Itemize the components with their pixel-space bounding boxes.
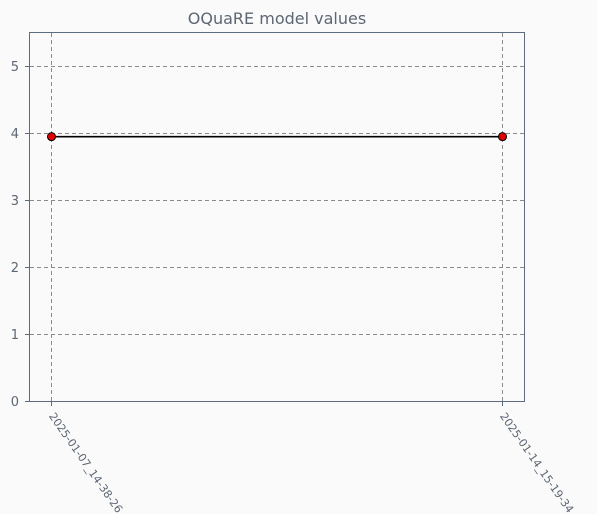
data-point: [47, 132, 56, 142]
data-point: [498, 132, 507, 142]
plot-frame: [29, 32, 525, 402]
y-tick-label: 2: [11, 261, 19, 276]
series-layer: [47, 132, 507, 142]
chart-title: OQuaRE model values: [188, 9, 366, 28]
x-tick-label: 2025-01-14_15-19-34: [497, 410, 576, 514]
y-tick-label: 5: [11, 60, 19, 75]
x-axis: 2025-01-07_14-38-26 2025-01-14_15-19-34: [46, 401, 576, 514]
y-axis: 0 1 2 3 4 5: [11, 60, 30, 410]
x-tick-label: 2025-01-07_14-38-26: [46, 410, 125, 514]
grid-layer: [30, 33, 524, 401]
y-tick-label: 3: [11, 194, 19, 209]
y-tick-label: 0: [11, 395, 19, 410]
y-tick-label: 4: [11, 127, 19, 142]
y-tick-label: 1: [11, 328, 19, 343]
